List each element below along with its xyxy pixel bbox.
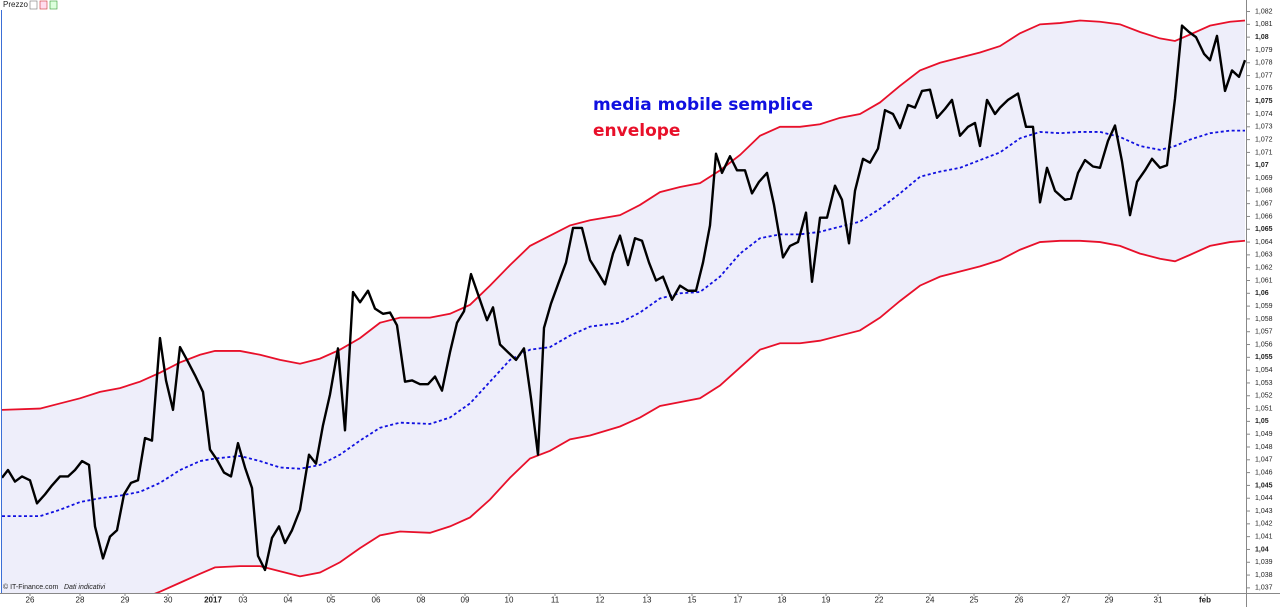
x-tick-label: 08 — [417, 596, 426, 605]
x-tick-label: 25 — [970, 596, 979, 605]
y-tick-label: 1,078 — [1255, 60, 1273, 67]
y-tick-label: 1,07 — [1255, 162, 1269, 169]
y-tick-label: 1,074 — [1255, 111, 1273, 118]
y-tick-label: 1,046 — [1255, 469, 1273, 476]
y-tick-label: 1,041 — [1255, 533, 1273, 540]
y-tick-label: 1,058 — [1255, 316, 1273, 323]
x-tick-label: 26 — [1015, 596, 1024, 605]
x-tick-label: 29 — [121, 596, 130, 605]
y-tick-label: 1,045 — [1255, 482, 1273, 489]
panel-label: Prezzo — [3, 0, 28, 9]
y-tick-label: 1,056 — [1255, 341, 1273, 348]
y-tick-label: 1,071 — [1255, 149, 1273, 156]
y-tick-label: 1,049 — [1255, 431, 1273, 438]
legend-entry: envelope — [593, 121, 680, 141]
x-tick-label: 04 — [284, 596, 293, 605]
y-tick-label: 1,065 — [1255, 226, 1273, 233]
x-tick-label: 10 — [505, 596, 514, 605]
x-tick-label: 11 — [551, 596, 560, 605]
y-tick-label: 1,079 — [1255, 47, 1273, 54]
x-tick-label: 2017 — [204, 596, 222, 605]
y-tick-label: 1,038 — [1255, 572, 1273, 579]
moving-average-line — [2, 129, 1245, 518]
y-tick-label: 1,037 — [1255, 585, 1273, 592]
note: Dati indicativi — [64, 584, 106, 591]
x-tick-label: 13 — [643, 596, 652, 605]
y-tick-label: 1,08 — [1255, 34, 1269, 41]
x-tick-label: 24 — [926, 596, 935, 605]
x-tick-label: 27 — [1062, 596, 1071, 605]
x-tick-label: 31 — [1154, 596, 1163, 605]
legend-entry: media mobile semplice — [593, 95, 813, 115]
y-tick-label: 1,051 — [1255, 405, 1273, 412]
y-tick-label: 1,077 — [1255, 72, 1273, 79]
x-tick-label: 03 — [239, 596, 248, 605]
y-tick-label: 1,076 — [1255, 85, 1273, 92]
x-tick-label: 05 — [327, 596, 336, 605]
tool-icon[interactable] — [29, 0, 38, 10]
y-tick-label: 1,06 — [1255, 290, 1269, 297]
y-tick-label: 1,042 — [1255, 521, 1273, 528]
price-line — [2, 24, 1246, 572]
x-tick-label: 26 — [26, 596, 35, 605]
x-tick-label: 12 — [596, 596, 605, 605]
y-tick-label: 1,073 — [1255, 124, 1273, 131]
y-tick-label: 1,053 — [1255, 380, 1273, 387]
y-tick-label: 1,048 — [1255, 444, 1273, 451]
x-tick-label: feb — [1199, 596, 1211, 605]
y-tick-label: 1,063 — [1255, 252, 1273, 259]
x-tick-label: 09 — [461, 596, 470, 605]
y-tick-label: 1,066 — [1255, 213, 1273, 220]
y-tick-label: 1,057 — [1255, 329, 1273, 336]
y-tick-label: 1,082 — [1255, 8, 1273, 15]
add-icon[interactable] — [49, 0, 58, 10]
y-tick-label: 1,052 — [1255, 393, 1273, 400]
y-tick-label: 1,043 — [1255, 508, 1273, 515]
x-tick-label: 15 — [688, 596, 697, 605]
x-tick-label: 29 — [1105, 596, 1114, 605]
y-tick-label: 1,072 — [1255, 136, 1273, 143]
y-tick-label: 1,075 — [1255, 98, 1273, 105]
y-tick-label: 1,047 — [1255, 457, 1273, 464]
y-tick-label: 1,05 — [1255, 418, 1269, 425]
y-tick-label: 1,069 — [1255, 175, 1273, 182]
remove-icon[interactable] — [39, 0, 48, 10]
source: © IT-Finance.com — [3, 583, 59, 591]
y-tick-label: 1,081 — [1255, 21, 1273, 28]
x-tick-label: 30 — [164, 596, 173, 605]
y-tick-label: 1,055 — [1255, 354, 1273, 361]
y-tick-label: 1,061 — [1255, 277, 1273, 284]
y-tick-label: 1,044 — [1255, 495, 1273, 502]
y-tick-label: 1,054 — [1255, 367, 1273, 374]
y-tick-label: 1,059 — [1255, 303, 1273, 310]
y-tick-label: 1,064 — [1255, 239, 1273, 246]
x-tick-label: 22 — [875, 596, 884, 605]
x-tick-label: 19 — [822, 596, 831, 605]
y-tick-label: 1,062 — [1255, 265, 1273, 272]
y-tick-label: 1,04 — [1255, 546, 1269, 553]
envelope-lower — [154, 239, 1246, 593]
x-tick-label: 28 — [76, 596, 85, 605]
x-tick-label: 18 — [778, 596, 787, 605]
envelope-fill — [2, 20, 1245, 593]
envelope-upper — [2, 19, 1246, 411]
x-tick-label: 06 — [372, 596, 381, 605]
y-tick-label: 1,039 — [1255, 559, 1273, 566]
y-tick-label: 1,067 — [1255, 200, 1273, 207]
y-tick-label: 1,068 — [1255, 188, 1273, 195]
plot-area — [2, 19, 1246, 593]
x-tick-label: 17 — [734, 596, 743, 605]
